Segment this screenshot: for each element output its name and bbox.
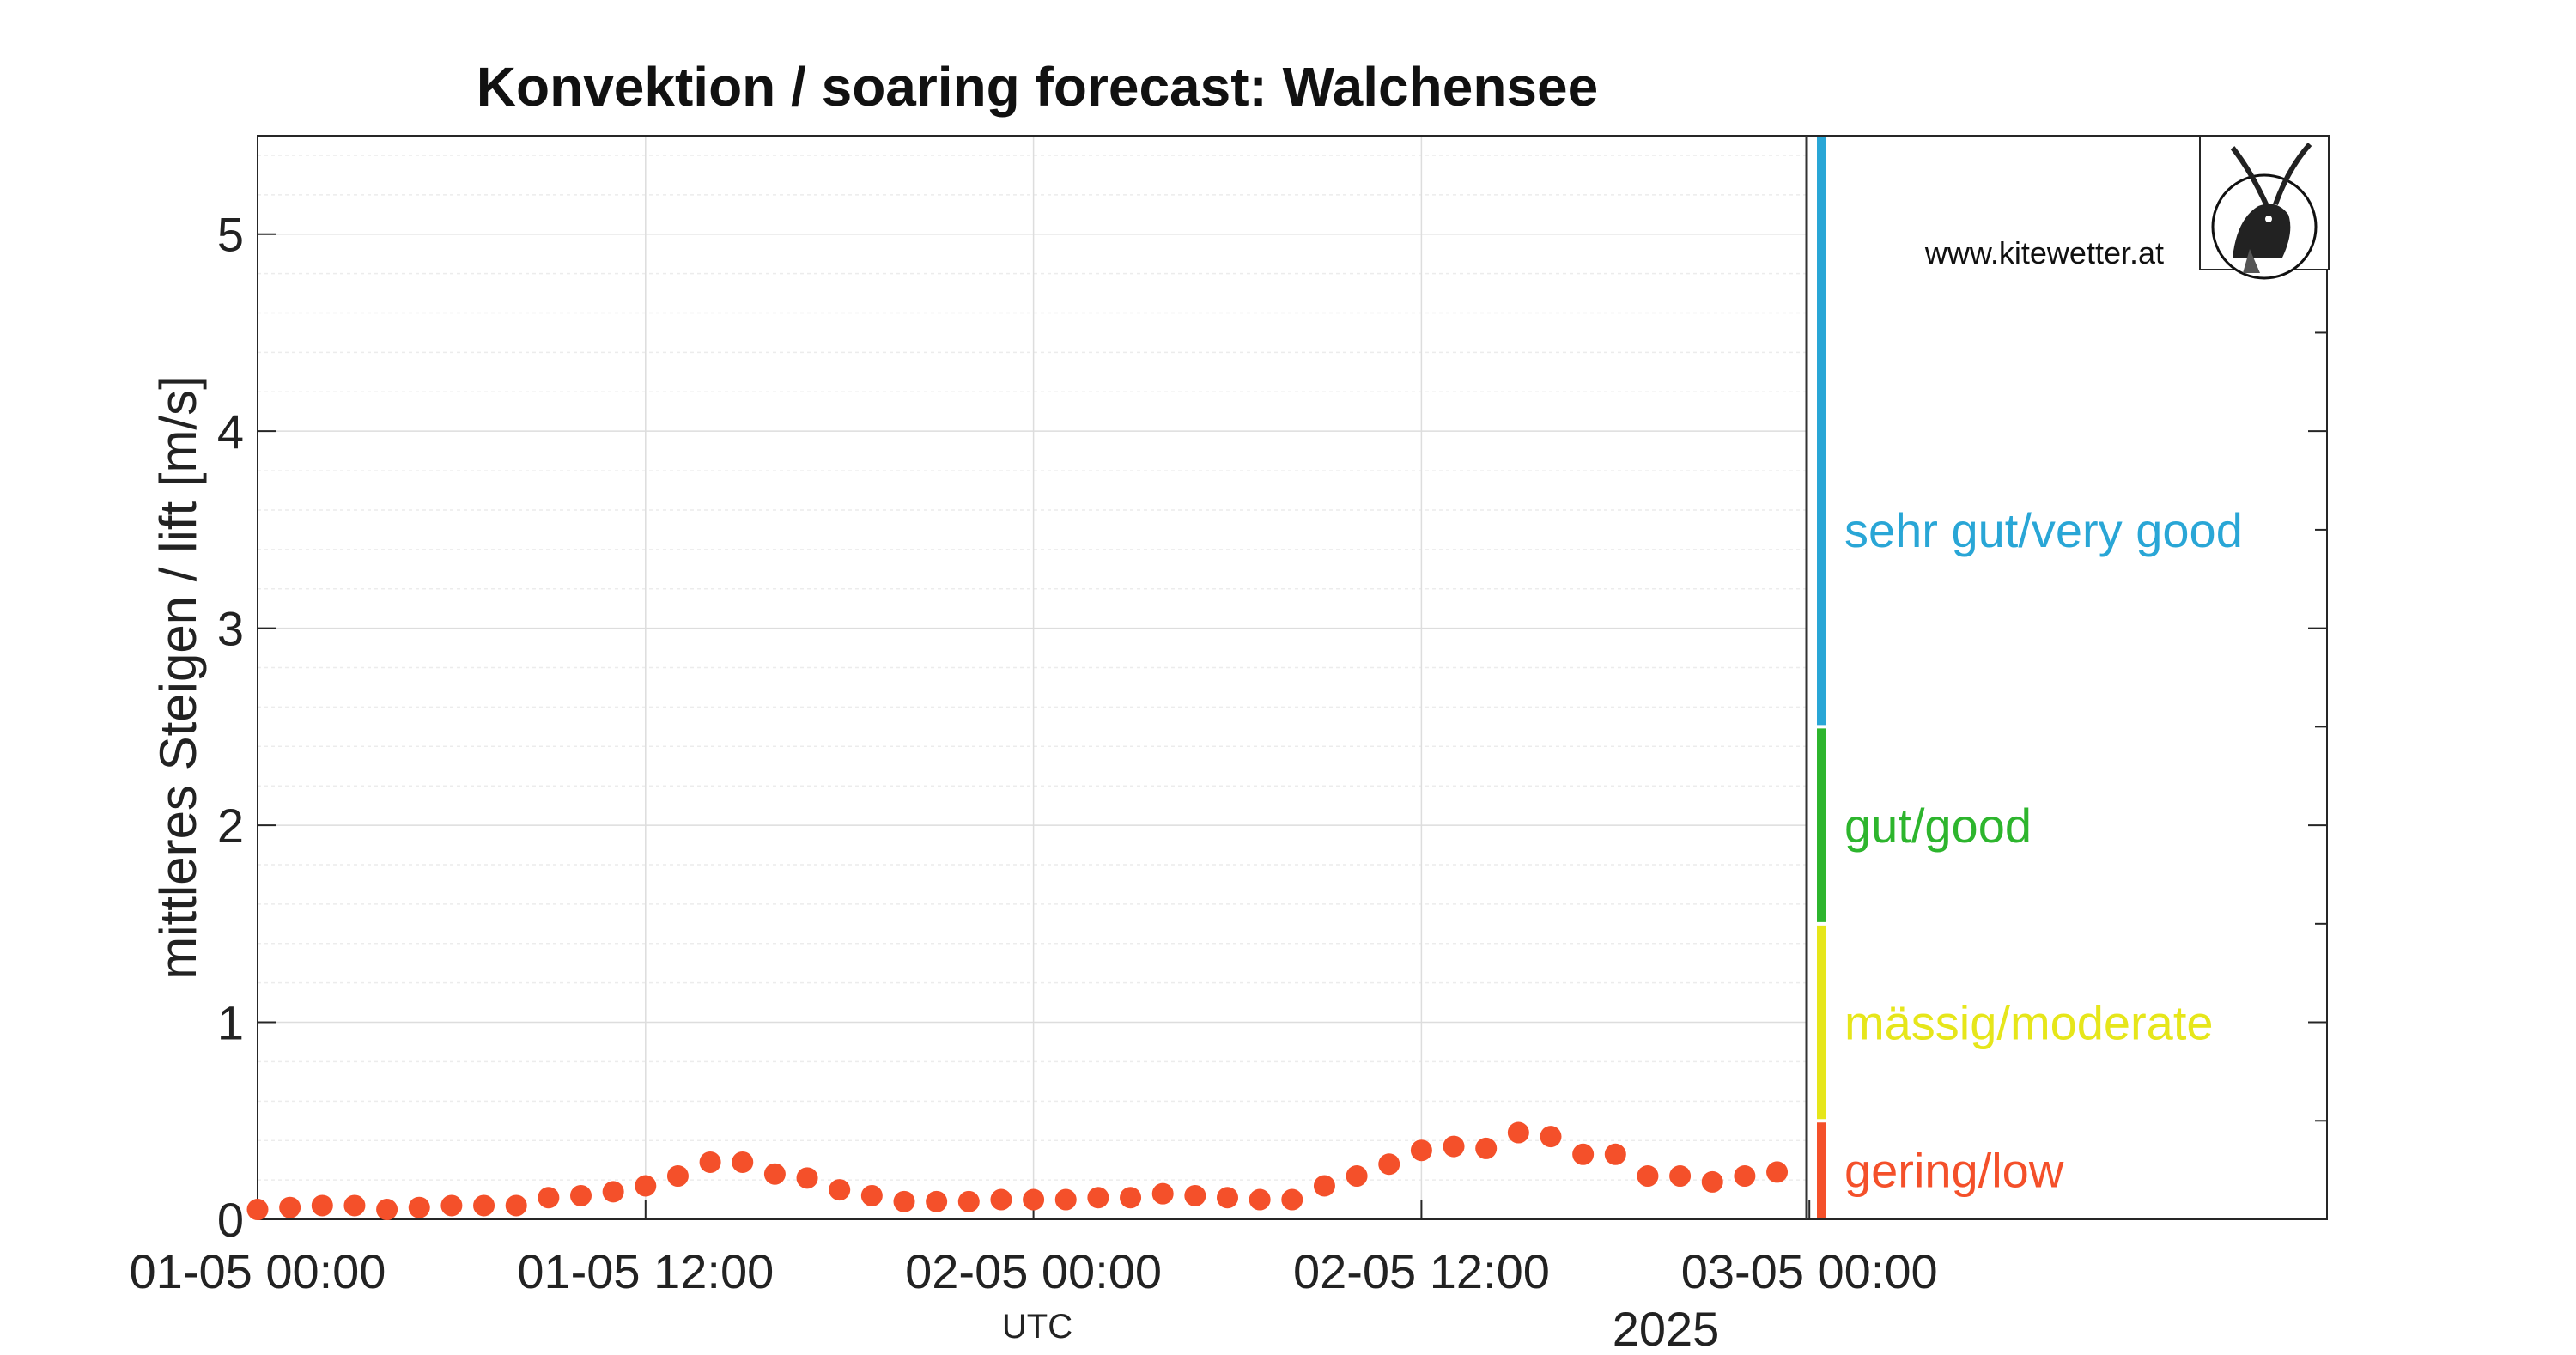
data-point	[1087, 1187, 1109, 1209]
x-year-label: 2025	[1613, 1302, 1720, 1351]
grid-major	[257, 136, 1807, 1220]
data-point	[699, 1151, 721, 1173]
data-point	[1378, 1153, 1400, 1176]
data-point	[1249, 1188, 1271, 1211]
data-point	[343, 1194, 366, 1217]
x-tick-label: 01-05 12:00	[517, 1244, 774, 1298]
data-point	[602, 1181, 624, 1203]
ibex-logo-icon	[2211, 143, 2318, 280]
data-point	[1766, 1161, 1789, 1183]
y-axis-label: mittleres Steigen / lift [m/s]	[149, 375, 207, 980]
watermark-text: www.kitewetter.at	[1924, 235, 2164, 270]
data-point	[1734, 1165, 1756, 1188]
y-tick-label: 1	[217, 996, 244, 1050]
data-point	[1475, 1137, 1498, 1159]
data-point	[1217, 1187, 1238, 1209]
y-tick-label: 3	[217, 602, 244, 656]
data-point	[279, 1196, 301, 1218]
data-point	[732, 1151, 754, 1173]
x-axis-label: UTC	[1002, 1308, 1072, 1346]
data-point	[408, 1196, 430, 1218]
data-point	[990, 1188, 1012, 1211]
data-point	[440, 1194, 463, 1217]
data-point	[763, 1163, 786, 1185]
x-tick-label: 01-05 00:00	[130, 1244, 386, 1298]
data-point	[1507, 1121, 1529, 1144]
data-point	[829, 1179, 851, 1201]
data-point	[376, 1199, 398, 1221]
data-point	[1023, 1188, 1045, 1211]
data-point	[1410, 1139, 1432, 1162]
data-point	[1281, 1188, 1303, 1211]
data-point	[860, 1184, 883, 1206]
y-tick-label: 2	[217, 799, 244, 853]
data-point	[1669, 1165, 1692, 1188]
data-points	[246, 1121, 1789, 1221]
data-point	[505, 1194, 527, 1217]
category-label: gut/good	[1844, 799, 2032, 853]
category-label: mässig/moderate	[1844, 996, 2214, 1050]
data-point	[1151, 1182, 1174, 1205]
plot-frame	[257, 135, 2328, 1220]
data-point	[1572, 1143, 1595, 1165]
data-point	[538, 1187, 560, 1209]
data-point	[570, 1184, 592, 1206]
data-point	[311, 1194, 333, 1217]
y-tick-label: 0	[217, 1193, 244, 1247]
data-point	[1184, 1184, 1206, 1206]
x-tick-label: 03-05 00:00	[1681, 1244, 1938, 1298]
x-tick-label: 02-05 00:00	[905, 1244, 1162, 1298]
data-point	[666, 1165, 689, 1188]
y-tick-label: 5	[217, 208, 244, 262]
data-point	[926, 1190, 948, 1212]
data-point	[635, 1175, 657, 1197]
data-point	[1313, 1175, 1335, 1197]
data-point	[1054, 1188, 1077, 1211]
category-labels: sehr gut/very good gut/good mässig/moderat…	[1844, 503, 2243, 1198]
category-label: gering/low	[1844, 1144, 2064, 1198]
logo-box	[2199, 135, 2330, 280]
data-point	[1701, 1170, 1723, 1193]
data-point	[893, 1190, 915, 1212]
data-point	[796, 1167, 818, 1189]
y-tick-labels: 0 1 2 3 4 5	[217, 208, 244, 1247]
x-tick-label: 02-05 12:00	[1293, 1244, 1550, 1298]
data-point	[473, 1194, 495, 1217]
x-tick-labels: 01-05 00:00 01-05 12:00 02-05 00:00 02-05 1…	[130, 1244, 1938, 1298]
data-point	[1637, 1165, 1659, 1188]
category-label: sehr gut/very good	[1844, 503, 2243, 557]
data-point	[1346, 1165, 1368, 1188]
y-tick-label: 4	[217, 404, 244, 459]
data-point	[1443, 1135, 1465, 1158]
data-point	[1120, 1187, 1142, 1209]
data-point	[957, 1190, 980, 1212]
data-point	[1604, 1143, 1626, 1165]
data-point	[246, 1199, 269, 1221]
chart-title: Konvektion / soaring forecast: Walchense…	[477, 56, 1598, 118]
data-point	[1540, 1126, 1562, 1148]
